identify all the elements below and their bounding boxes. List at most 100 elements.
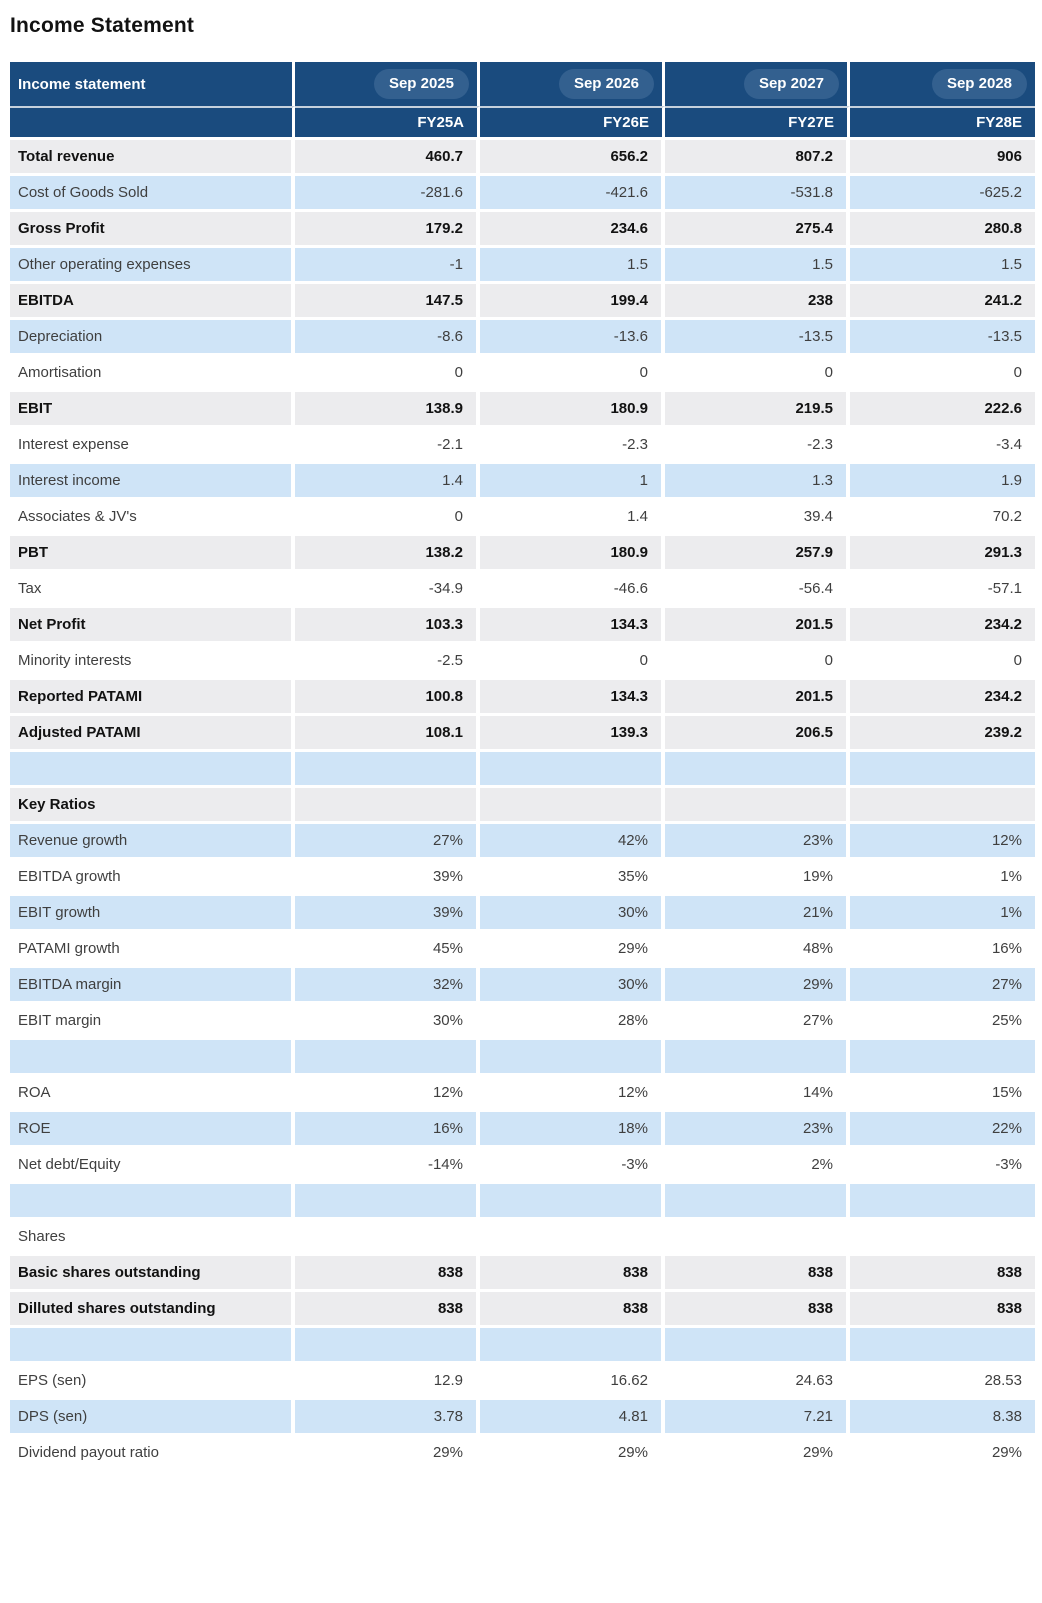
cell-value: 206.5 [665,716,850,752]
cell-value: 39% [295,896,480,932]
table-row: ROA 12% 12% 14% 15% [10,1076,1035,1112]
row-label: Net Profit [10,608,295,644]
row-label: Dividend payout ratio [10,1436,295,1472]
income-statement-table: Income statement Sep 2025 Sep 2026 Sep 2… [10,62,1035,1472]
cell-value: 103.3 [295,608,480,644]
cell-value: 39% [295,860,480,896]
cell-value: 138.2 [295,536,480,572]
header-fiscal-row: FY25A FY26E FY27E FY28E [10,106,1035,140]
cell-value: 179.2 [295,212,480,248]
table-row: Basic shares outstanding 838 838 838 838 [10,1256,1035,1292]
cell-value: 134.3 [480,608,665,644]
cell-value: -2.3 [665,428,850,464]
table-row: Gross Profit 179.2 234.6 275.4 280.8 [10,212,1035,248]
table-row: Other operating expenses -1 1.5 1.5 1.5 [10,248,1035,284]
cell-value [850,1040,1035,1076]
cell-value [665,1040,850,1076]
row-label: Depreciation [10,320,295,356]
row-label: Interest income [10,464,295,500]
cell-value [480,1184,665,1220]
cell-value: 23% [665,1112,850,1148]
cell-value: 30% [480,896,665,932]
header-cell-period: Sep 2026 [480,62,665,106]
cell-value: 0 [665,356,850,392]
cell-value: 838 [665,1256,850,1292]
table-row: Key Ratios [10,788,1035,824]
cell-value: 291.3 [850,536,1035,572]
table-title-cell: Income statement [10,62,295,106]
cell-value: 35% [480,860,665,896]
table-row: Adjusted PATAMI 108.1 139.3 206.5 239.2 [10,716,1035,752]
table-row: EBITDA growth 39% 35% 19% 1% [10,860,1035,896]
cell-value: 0 [295,356,480,392]
row-label: Basic shares outstanding [10,1256,295,1292]
cell-value [850,1328,1035,1364]
table-row: EBITDA 147.5 199.4 238 241.2 [10,284,1035,320]
table-row: Reported PATAMI 100.8 134.3 201.5 234.2 [10,680,1035,716]
cell-value [665,1184,850,1220]
table-row: DPS (sen) 3.78 4.81 7.21 8.38 [10,1400,1035,1436]
row-label: EBITDA growth [10,860,295,896]
header-cell-fiscal: FY26E [480,106,665,140]
header-period-row: Income statement Sep 2025 Sep 2026 Sep 2… [10,62,1035,106]
cell-value: 12% [850,824,1035,860]
cell-value: 27% [850,968,1035,1004]
cell-value: 16% [295,1112,480,1148]
cell-value: 838 [480,1292,665,1328]
table-row: PBT 138.2 180.9 257.9 291.3 [10,536,1035,572]
table-row: EBIT growth 39% 30% 21% 1% [10,896,1035,932]
cell-value: 29% [850,1436,1035,1472]
cell-value: 7.21 [665,1400,850,1436]
period-pill: Sep 2026 [558,69,654,99]
row-label [10,1328,295,1364]
cell-value: 15% [850,1076,1035,1112]
cell-value: 108.1 [295,716,480,752]
cell-value: -3% [850,1148,1035,1184]
cell-value [295,1184,480,1220]
row-label: Gross Profit [10,212,295,248]
row-label: Total revenue [10,140,295,176]
cell-value: 0 [480,356,665,392]
row-label: Adjusted PATAMI [10,716,295,752]
cell-value: -3% [480,1148,665,1184]
cell-value: 3.78 [295,1400,480,1436]
cell-value: 180.9 [480,392,665,428]
cell-value: 201.5 [665,680,850,716]
cell-value: 838 [850,1292,1035,1328]
cell-value: 257.9 [665,536,850,572]
header-cell-blank [10,106,295,140]
cell-value: -531.8 [665,176,850,212]
row-label: EPS (sen) [10,1364,295,1400]
cell-value: 241.2 [850,284,1035,320]
row-label [10,752,295,788]
cell-value: 24.63 [665,1364,850,1400]
cell-value: 1.5 [850,248,1035,284]
period-pill: Sep 2028 [931,69,1027,99]
cell-value: 29% [665,1436,850,1472]
cell-value: 147.5 [295,284,480,320]
cell-value [665,1328,850,1364]
cell-value: 1% [850,896,1035,932]
header-cell-fiscal: FY28E [850,106,1035,140]
table-row: PATAMI growth 45% 29% 48% 16% [10,932,1035,968]
cell-value: 32% [295,968,480,1004]
cell-value: 2% [665,1148,850,1184]
row-label: EBIT [10,392,295,428]
cell-value: -46.6 [480,572,665,608]
table-row: Net Profit 103.3 134.3 201.5 234.2 [10,608,1035,644]
cell-value: 838 [480,1256,665,1292]
table-row: Tax -34.9 -46.6 -56.4 -57.1 [10,572,1035,608]
cell-value: 1.3 [665,464,850,500]
header-cell-fiscal: FY27E [665,106,850,140]
cell-value [850,788,1035,824]
header-cell-period: Sep 2028 [850,62,1035,106]
cell-value: -625.2 [850,176,1035,212]
cell-value: 807.2 [665,140,850,176]
cell-value: 1.4 [480,500,665,536]
row-label: Revenue growth [10,824,295,860]
cell-value: -3.4 [850,428,1035,464]
cell-value: 0 [480,644,665,680]
cell-value [295,1040,480,1076]
table-row: Depreciation -8.6 -13.6 -13.5 -13.5 [10,320,1035,356]
table-row: Shares [10,1220,1035,1256]
